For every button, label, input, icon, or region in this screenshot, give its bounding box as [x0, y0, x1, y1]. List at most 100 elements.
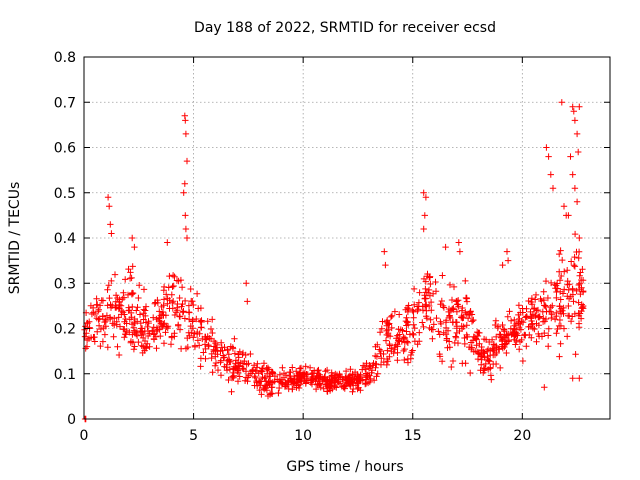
data-point — [576, 280, 583, 287]
data-point — [349, 379, 356, 386]
x-tick-label: 0 — [80, 428, 89, 444]
data-point — [214, 366, 222, 374]
data-point — [567, 153, 574, 160]
data-point — [183, 234, 191, 242]
data-point — [506, 308, 513, 315]
data-point — [490, 341, 497, 348]
data-point — [516, 338, 524, 346]
data-point — [575, 281, 582, 289]
y-tick-label: 0 — [67, 412, 76, 428]
data-point — [189, 318, 196, 325]
data-point — [377, 361, 385, 368]
data-point — [403, 328, 410, 335]
data-point — [476, 340, 483, 347]
data-point — [180, 308, 187, 315]
data-point — [442, 331, 450, 338]
data-point — [577, 290, 584, 298]
data-point — [157, 312, 164, 319]
data-point — [463, 322, 470, 329]
data-point — [113, 321, 120, 328]
data-point — [554, 325, 561, 333]
data-point — [573, 130, 581, 138]
data-point — [573, 198, 581, 205]
data-point — [576, 272, 583, 279]
data-point — [381, 248, 388, 255]
data-point — [482, 360, 489, 368]
data-point — [404, 308, 412, 316]
data-point — [544, 294, 552, 302]
data-point — [229, 366, 237, 373]
data-point — [173, 277, 181, 284]
data-point — [429, 326, 437, 333]
data-point — [346, 374, 354, 382]
data-point — [191, 343, 199, 351]
data-point — [135, 294, 142, 302]
data-point — [379, 318, 386, 325]
data-point — [507, 317, 515, 324]
data-point — [189, 325, 196, 332]
data-point — [235, 354, 242, 361]
data-point — [259, 373, 266, 381]
data-point — [328, 372, 336, 379]
data-point — [426, 273, 434, 280]
data-point — [185, 316, 193, 323]
data-point — [171, 330, 178, 337]
data-point — [205, 341, 212, 349]
data-point — [503, 332, 510, 339]
data-point — [137, 319, 144, 327]
data-point — [193, 290, 201, 297]
data-point — [263, 387, 271, 394]
data-point — [268, 390, 275, 397]
data-point — [394, 357, 401, 364]
data-point — [242, 374, 250, 381]
data-point — [447, 314, 454, 322]
data-point — [540, 288, 547, 295]
data-point — [185, 329, 192, 336]
data-point — [160, 283, 168, 291]
data-point — [426, 302, 433, 310]
data-point — [116, 298, 123, 305]
data-point — [97, 342, 104, 350]
data-point — [121, 334, 128, 341]
data-point — [181, 315, 189, 322]
data-point — [516, 324, 523, 332]
data-point — [324, 388, 331, 395]
x-tick-label: 10 — [294, 428, 312, 444]
data-point — [446, 344, 453, 351]
data-point — [557, 247, 564, 254]
data-point — [115, 351, 123, 359]
data-point — [253, 367, 261, 374]
data-point — [571, 253, 578, 261]
data-point — [352, 382, 360, 389]
data-point — [355, 375, 362, 382]
x-axis-title: GPS time / hours — [286, 459, 403, 475]
data-point — [480, 335, 488, 343]
data-point — [231, 335, 238, 342]
data-point — [291, 379, 299, 387]
data-point — [570, 262, 578, 269]
data-point — [453, 329, 460, 337]
data-point — [420, 225, 427, 233]
data-point — [485, 366, 492, 373]
data-point — [556, 353, 563, 360]
data-point — [528, 295, 536, 302]
data-point — [511, 336, 518, 343]
data-point — [448, 296, 456, 304]
data-point — [131, 343, 138, 350]
data-point — [122, 276, 129, 283]
data-point — [228, 388, 235, 395]
data-point — [373, 373, 380, 380]
data-point — [252, 374, 259, 381]
data-point — [166, 305, 173, 312]
y-tick-label: 0.7 — [54, 95, 76, 111]
data-point — [125, 265, 132, 273]
data-point — [231, 350, 239, 357]
data-point — [442, 243, 449, 251]
data-point — [140, 310, 147, 317]
data-point — [204, 318, 211, 325]
data-point — [485, 357, 492, 364]
data-point — [466, 311, 473, 319]
data-point — [533, 307, 540, 314]
data-point — [163, 291, 170, 298]
data-point — [529, 324, 537, 332]
